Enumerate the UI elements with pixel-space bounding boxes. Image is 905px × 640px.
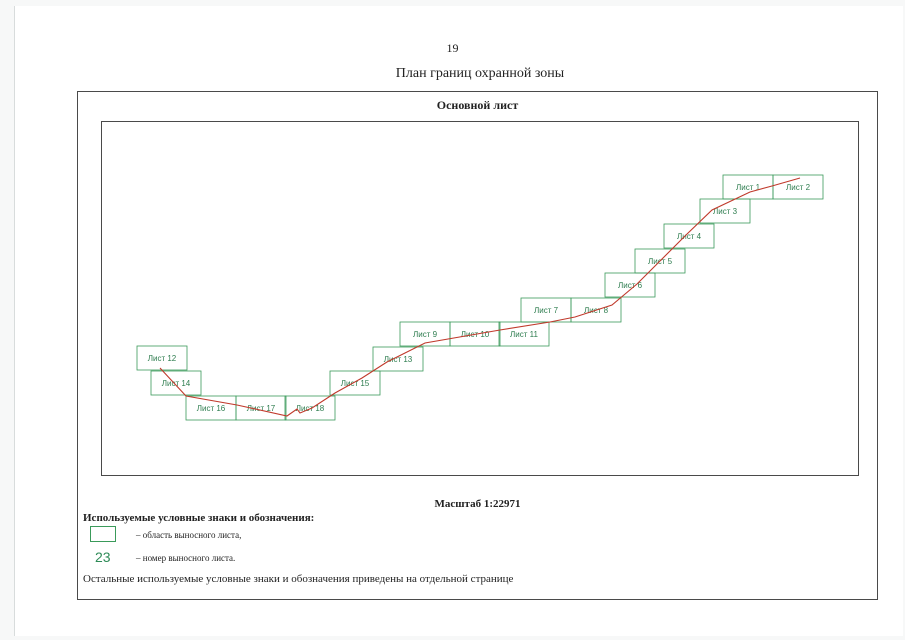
sheet-area-18 [284, 395, 336, 421]
sheet-area-5 [634, 248, 686, 274]
legend-footnote: Остальные используемые условные знаки и … [83, 573, 514, 585]
page-number: 19 [446, 41, 459, 55]
sheet-area-13 [372, 346, 424, 372]
security-zone-route-line [159, 177, 801, 417]
sheet-label-16: Лист 16 [197, 404, 226, 413]
sheet-area-2 [772, 174, 824, 200]
sheet-label-1: Лист 1 [736, 183, 761, 192]
legend-title: Используемые условные знаки и обозначени… [83, 512, 315, 524]
sheet-area-10 [449, 321, 501, 347]
scale-label: Масштаб 1:22971 [434, 498, 521, 510]
sheet-area-17 [235, 395, 287, 421]
document-title: План границ охранной зоны [395, 66, 565, 81]
sheet-area-8 [570, 297, 622, 323]
sheet-label-2: Лист 2 [786, 183, 811, 192]
page-sheet [14, 6, 903, 636]
sheet-label-9: Лист 9 [413, 330, 438, 339]
legend-sheet-area-text: – область выносного листа, [136, 530, 242, 540]
sheet-label-12: Лист 12 [148, 354, 177, 363]
sheet-label-6: Лист 6 [618, 281, 643, 290]
sheet-area-15 [329, 370, 381, 396]
sheet-label-4: Лист 4 [677, 232, 702, 241]
sheet-label-17: Лист 17 [247, 404, 276, 413]
plan-frame [77, 91, 878, 600]
map-area [101, 121, 859, 476]
main-sheet-title: Основной лист [436, 98, 519, 112]
sheet-area-6 [604, 272, 656, 298]
sheet-area-3 [699, 198, 751, 224]
sheet-label-14: Лист 14 [162, 379, 191, 388]
sheet-area-4 [663, 223, 715, 249]
sheet-label-13: Лист 13 [384, 355, 413, 364]
sheet-label-11: Лист 11 [510, 330, 538, 339]
legend-sheet-area-symbol [90, 526, 116, 542]
legend-sheet-number-symbol: 23 [95, 549, 111, 565]
sheet-area-11 [498, 321, 550, 347]
sheet-label-15: Лист 15 [341, 379, 370, 388]
sheet-area-14 [150, 370, 202, 396]
legend-sheet-number-text: – номер выносного листа. [136, 553, 236, 563]
sheet-label-7: Лист 7 [534, 306, 559, 315]
sheet-label-3: Лист 3 [713, 207, 738, 216]
